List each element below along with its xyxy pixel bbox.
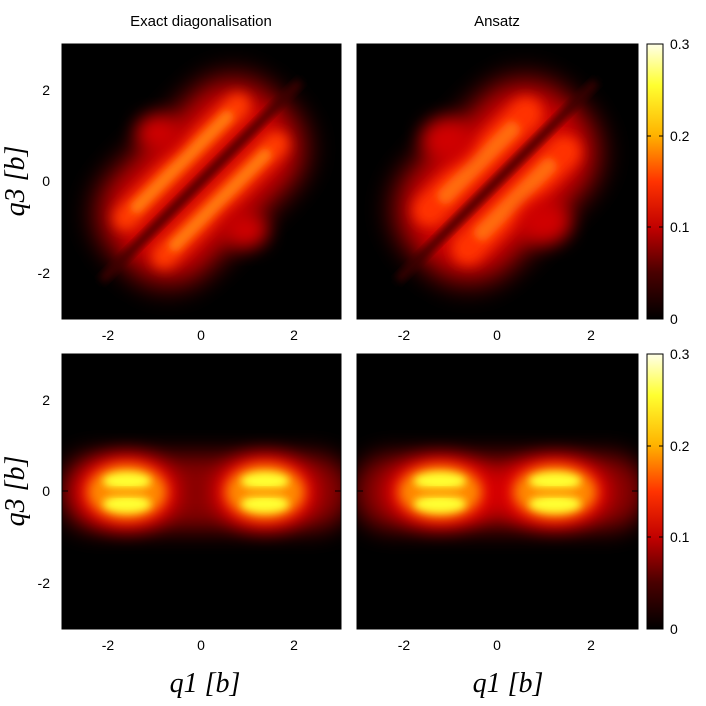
colorbar-tick-label: 0.1 [670,219,690,235]
colorbar-top: 0.3 0.2 0.1 0 [646,36,690,327]
xtick-label: 0 [197,327,205,343]
xtick-label: 0 [493,637,501,653]
heat-node-line [99,79,303,283]
heat-node-line [395,79,599,283]
ytick-label: 2 [42,82,50,98]
heat-peak [241,495,289,513]
xtick-label: -2 [398,327,411,343]
ytick-label: -2 [38,575,51,591]
colorbar-gradient [646,43,664,320]
heat-core [474,158,557,241]
heat-peak [241,472,289,490]
xtick-label: 0 [197,637,205,653]
xlabel-right: q1 [b] [473,668,544,699]
colorbar-tick-label: 0.3 [670,346,690,362]
xtick-label: 2 [290,637,298,653]
panel-title-exact: Exact diagonalisation [130,13,272,30]
heat-wing [421,118,473,162]
colorbar-tick-label: 0.1 [670,529,690,545]
heat-peak [529,495,581,513]
xtick-label: 2 [587,637,595,653]
colorbar-tick-label: 0.2 [670,128,690,144]
heat-peak [103,495,151,513]
xtick-label: -2 [102,327,115,343]
heat-core [130,110,234,214]
colorbar-tick-label: 0 [670,621,678,637]
heat-node [247,489,283,495]
heatmap-exact-top [62,44,341,319]
ytick-label: 0 [42,483,50,499]
heat-node [420,489,460,495]
xtick-label: 2 [290,327,298,343]
xtick-label: 0 [493,327,501,343]
heatmap-ansatz-bottom [357,354,638,629]
heat-node [109,489,145,495]
colorbar-gradient [646,353,664,630]
ytick-label: 0 [42,173,50,189]
heat-peak [103,472,151,490]
heat-core [168,148,272,252]
heat-peak [529,472,581,490]
ytick-label: -2 [38,265,51,281]
colorbar-tick-label: 0.3 [670,36,690,52]
heat-peak [414,495,466,513]
heat-core [437,121,520,204]
heat-node [535,489,575,495]
colorbar-bottom: 0.3 0.2 0.1 0 [646,346,690,637]
ylabel-bottom: q3 [b] [0,456,31,527]
xtick-label: 2 [587,327,595,343]
heat-wing [224,212,268,248]
tick-marks [62,44,638,629]
heat-wing [519,200,571,244]
colorbar-tick-label: 0 [670,311,678,327]
heat-wing [136,115,180,151]
xtick-label: -2 [398,637,411,653]
xlabel-left: q1 [b] [170,668,241,699]
ylabel-top: q3 [b] [0,146,31,217]
heatmap-exact-bottom [62,354,341,629]
ytick-label: 2 [42,392,50,408]
panel-title-ansatz: Ansatz [474,13,520,30]
heat-peak [414,472,466,490]
colorbar-tick-label: 0.2 [670,438,690,454]
xtick-label: -2 [102,637,115,653]
heatmap-ansatz-top [357,44,638,319]
